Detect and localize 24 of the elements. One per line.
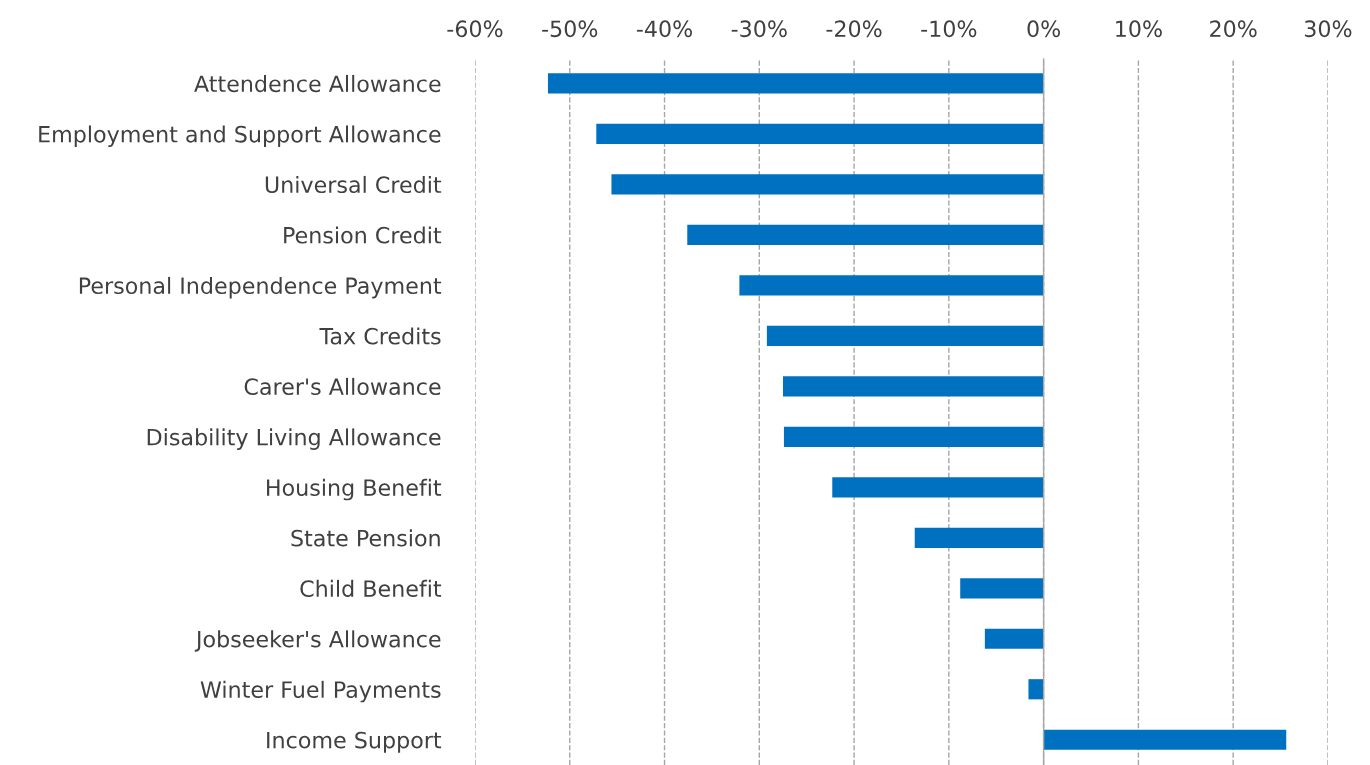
x-tick-label: 10%	[1116, 20, 1162, 38]
y-tick-label: Carer's Allowance	[244, 377, 441, 396]
y-tick-label: Winter Fuel Payments	[200, 680, 441, 703]
x-tick-label: -20%	[826, 20, 882, 38]
y-tick-label: Income Support	[267, 731, 442, 753]
y-tick-label: Attendence Allowance	[194, 74, 441, 93]
x-tick-label: 30%	[1304, 20, 1352, 38]
y-tick-label: Jobseeker's Allowance	[194, 630, 441, 652]
x-tick-label: -50%	[542, 20, 598, 38]
x-tick-label: -30%	[731, 20, 787, 38]
y-tick-label: Employment and Support Allowance	[39, 125, 441, 147]
y-tick-label: Universal Credit	[265, 175, 442, 194]
y-tick-label: Housing Benefit	[267, 478, 442, 501]
x-tick-label: -10%	[921, 20, 977, 38]
y-tick-label: Disability Living Allowance	[147, 428, 441, 450]
x-tick-label: 20%	[1210, 20, 1257, 38]
y-tick-label: Personal Independence Payment	[79, 276, 442, 299]
x-tick-label: -40%	[636, 20, 693, 38]
y-tick-label: Tax Credits	[319, 327, 441, 345]
x-tick-label: 0%	[1027, 20, 1061, 38]
x-tick-label: -60%	[447, 20, 503, 38]
y-tick-label: State Pension	[291, 529, 440, 547]
y-tick-label: Child Benefit	[300, 579, 442, 598]
y-tick-label: Pension Credit	[284, 226, 442, 244]
